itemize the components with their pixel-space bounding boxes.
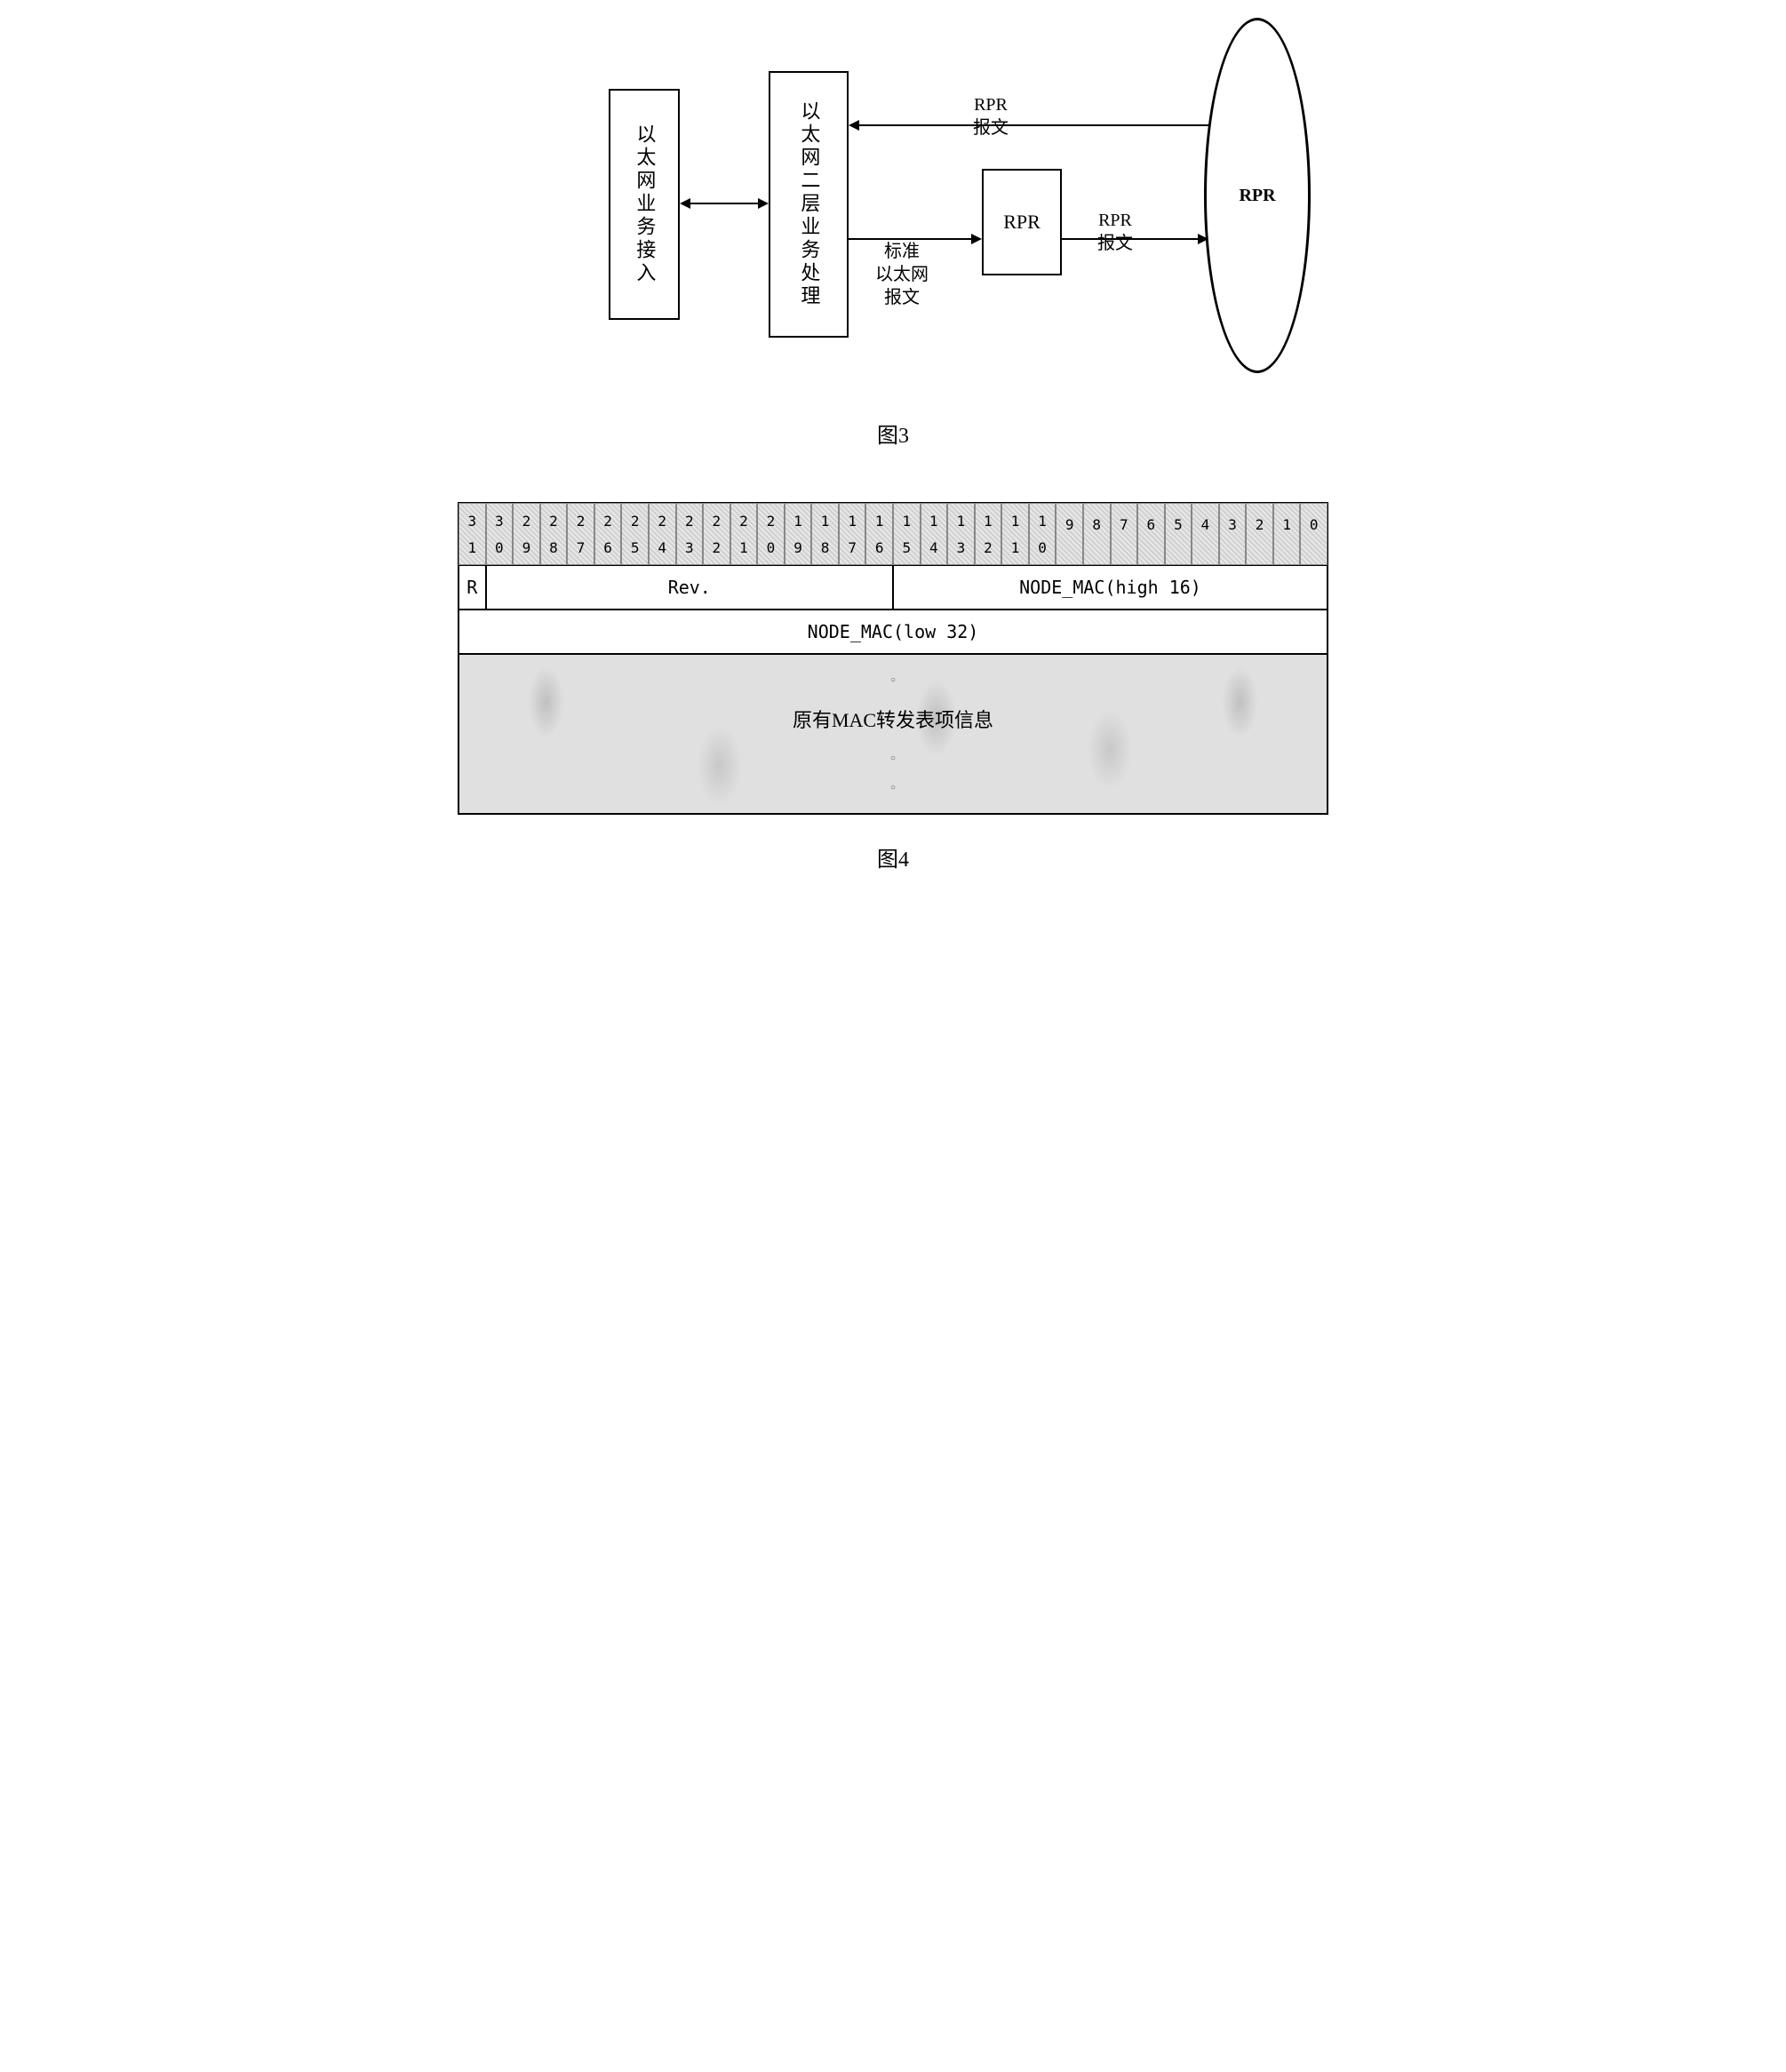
- bit-header-row: 3130292827262524232221201918171615141312…: [458, 503, 1328, 565]
- cell-mac-forward: ○ 原有MAC转发表项信息 ○ ○: [458, 654, 1328, 814]
- bit-cell: 25: [621, 503, 649, 565]
- arrow-top-label: RPR 报文: [973, 93, 1009, 139]
- bit-cell: 21: [730, 503, 758, 565]
- arrow-right-label: RPR 报文: [1097, 209, 1133, 255]
- table-row-3: ○ 原有MAC转发表项信息 ○ ○: [458, 654, 1328, 814]
- arrow-b1-b2-head-left: [680, 198, 690, 209]
- arrow-top-head: [849, 120, 859, 131]
- dots-icon: ○: [890, 753, 896, 763]
- arrow-mid-label: 标准 以太网 报文: [875, 240, 929, 309]
- bit-cell: 12: [975, 503, 1002, 565]
- block-ethernet-l2-label: 以太网二层业务处理: [795, 100, 823, 308]
- arrow-right-label-2: 报文: [1097, 234, 1133, 253]
- bit-cell: 0: [1300, 503, 1328, 565]
- bit-cell: 4: [1192, 503, 1219, 565]
- bit-cell: 9: [1056, 503, 1083, 565]
- arrow-b1-b2-line: [682, 203, 767, 204]
- bit-cell: 28: [540, 503, 568, 565]
- bit-cell: 5: [1165, 503, 1192, 565]
- bit-cell: 24: [649, 503, 676, 565]
- bit-cell: 30: [486, 503, 514, 565]
- bit-cell: 11: [1001, 503, 1029, 565]
- bit-cell: 3: [1219, 503, 1247, 565]
- table-row-1: R Rev. NODE_MAC(high 16): [458, 565, 1328, 610]
- bit-cell: 31: [458, 503, 486, 565]
- figure-3: 以太网业务接入 以太网二层业务处理 RPR RPR RPR 报文 标准 以: [18, 18, 1768, 449]
- bit-cell: 29: [513, 503, 540, 565]
- arrow-top-label-2: 报文: [973, 118, 1009, 138]
- bit-cell: 1: [1273, 503, 1301, 565]
- bit-cell: 10: [1029, 503, 1056, 565]
- bit-cell: 14: [921, 503, 948, 565]
- table-row-2: NODE_MAC(low 32): [458, 610, 1328, 654]
- bit-cell: 13: [947, 503, 975, 565]
- figure-3-label: 图3: [18, 418, 1768, 449]
- arrow-mid-head: [971, 234, 982, 244]
- cell-r: R: [458, 565, 486, 610]
- block-ethernet-access-label: 以太网业务接入: [631, 124, 658, 285]
- bit-cell: 20: [757, 503, 785, 565]
- arrow-mid-label-2: 以太网: [875, 265, 929, 284]
- dots-icon: ○: [890, 675, 896, 685]
- bit-cell: 16: [865, 503, 893, 565]
- cell-node-mac-high: NODE_MAC(high 16): [893, 565, 1328, 610]
- figure-4-label: 图4: [18, 841, 1768, 873]
- arrow-mid-label-1: 标准: [884, 242, 920, 261]
- bit-cell: 26: [594, 503, 622, 565]
- bit-cell: 23: [676, 503, 704, 565]
- bit-cell: 22: [703, 503, 730, 565]
- arrow-top-label-1: RPR: [974, 95, 1008, 115]
- block-ethernet-access: 以太网业务接入: [609, 89, 680, 320]
- diagram-3-container: 以太网业务接入 以太网二层业务处理 RPR RPR RPR 报文 标准 以: [458, 18, 1328, 391]
- block-rpr-label: RPR: [1003, 209, 1041, 236]
- bit-cell: 8: [1083, 503, 1111, 565]
- bit-cell: 2: [1246, 503, 1273, 565]
- figure-4: 3130292827262524232221201918171615141312…: [18, 502, 1768, 873]
- block-rpr: RPR: [982, 169, 1062, 275]
- bit-cell: 19: [785, 503, 812, 565]
- arrow-b1-b2-head-right: [758, 198, 769, 209]
- ellipse-rpr-label: RPR: [1239, 186, 1275, 206]
- bit-cell: 15: [893, 503, 921, 565]
- bit-cell: 27: [567, 503, 594, 565]
- cell-rev: Rev.: [486, 565, 893, 610]
- bit-cell: 7: [1111, 503, 1138, 565]
- dots-icon: ○: [890, 783, 896, 793]
- arrow-right-label-1: RPR: [1098, 211, 1132, 230]
- arrow-mid-label-3: 报文: [884, 288, 920, 307]
- table-4-container: 3130292827262524232221201918171615141312…: [458, 502, 1328, 815]
- bit-cell: 18: [811, 503, 839, 565]
- bit-cell: 6: [1137, 503, 1165, 565]
- block-ethernet-l2: 以太网二层业务处理: [769, 71, 849, 338]
- arrow-right-head: [1198, 234, 1208, 244]
- ellipse-rpr-ring: RPR: [1204, 18, 1311, 373]
- arrow-top-line: [859, 124, 1209, 126]
- bit-cell: 17: [839, 503, 866, 565]
- cell-mac-forward-label: 原有MAC转发表项信息: [793, 705, 993, 733]
- cell-node-mac-low: NODE_MAC(low 32): [458, 610, 1328, 654]
